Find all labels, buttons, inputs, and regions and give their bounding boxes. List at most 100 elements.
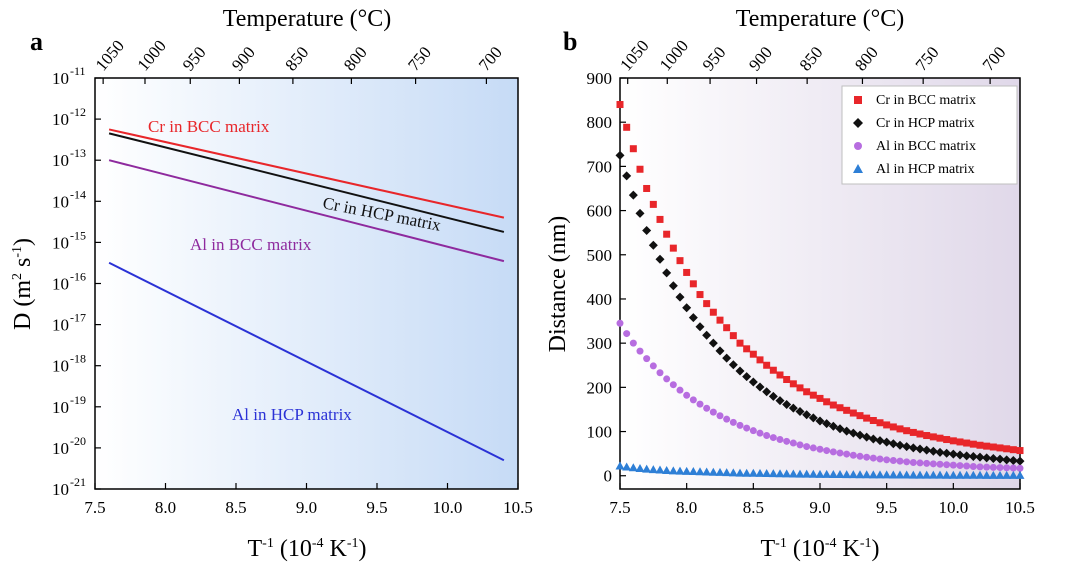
y-tick-label: 700 — [587, 157, 613, 176]
data-point — [702, 467, 712, 476]
data-point — [728, 468, 738, 477]
panel-a-top-axis: 1050 1000 950 900 850 800 750 700 — [92, 36, 506, 84]
data-point — [629, 145, 637, 153]
data-point — [788, 469, 798, 478]
data-point — [842, 426, 852, 436]
series — [615, 150, 1025, 466]
data-point — [883, 456, 891, 464]
data-point — [675, 466, 685, 475]
data-point — [936, 434, 944, 442]
data-point — [922, 470, 932, 479]
data-point — [902, 470, 912, 479]
top-tick-label: 1050 — [616, 36, 652, 74]
y-tick-exponent: -13 — [70, 146, 86, 160]
label-cr-bcc: Cr in BCC matrix — [148, 117, 270, 136]
y-tick-label: 0 — [604, 467, 613, 486]
y-tick-exponent: -21 — [70, 475, 86, 489]
data-point — [929, 460, 937, 468]
data-point — [742, 468, 752, 477]
x-tick-label: 7.5 — [84, 498, 105, 517]
top-tick-label: 750 — [912, 43, 943, 75]
data-point — [816, 394, 824, 402]
top-tick-label: 950 — [179, 43, 210, 75]
x-tick-label: 10.5 — [503, 498, 533, 517]
panel-a-y-axis: 10-1110-1210-1310-1410-1510-1610-1710-18… — [52, 64, 101, 499]
data-point — [995, 454, 1005, 464]
data-point — [962, 470, 972, 479]
data-point — [808, 469, 818, 478]
y-tick-label: 10 — [52, 192, 69, 211]
y-tick-label: 10 — [52, 233, 69, 252]
data-point — [1002, 470, 1012, 479]
top-tick-label: 900 — [745, 43, 776, 75]
data-point — [748, 377, 758, 387]
data-point — [775, 396, 785, 406]
data-point — [802, 410, 812, 420]
data-point — [689, 396, 697, 404]
data-point — [696, 291, 704, 299]
y-tick-label: 10 — [52, 316, 69, 335]
data-point — [615, 150, 625, 160]
data-point — [836, 449, 844, 457]
data-point — [728, 360, 738, 370]
data-point — [815, 416, 825, 426]
data-point — [1002, 455, 1012, 465]
data-point — [763, 432, 771, 440]
data-point — [796, 384, 804, 392]
top-tick-label: 800 — [851, 43, 882, 75]
data-point — [854, 142, 862, 150]
data-point — [802, 469, 812, 478]
data-point — [848, 428, 858, 438]
data-point — [983, 442, 991, 450]
data-point — [935, 447, 945, 457]
data-point — [909, 428, 917, 436]
data-point — [909, 458, 917, 466]
x-tick-label: 8.5 — [743, 498, 764, 517]
y-tick-label: 10 — [52, 151, 69, 170]
y-tick-label: 100 — [587, 423, 613, 442]
data-point — [843, 450, 851, 458]
data-point — [976, 463, 984, 471]
x-tick-label: 9.5 — [366, 498, 387, 517]
data-point — [755, 468, 765, 477]
data-point — [763, 361, 771, 369]
data-point — [828, 469, 838, 478]
panel-b-y-axis: 0 100 200 300 400 500 600 700 800 900 — [587, 69, 626, 486]
y-tick-label: 10 — [52, 275, 69, 294]
data-point — [903, 427, 911, 435]
data-point — [943, 461, 951, 469]
data-point — [623, 330, 631, 338]
panel-b-x-title: T-1 (10-4 K-1) — [760, 536, 879, 562]
data-point — [722, 353, 732, 363]
panel-b-y-title: Distance (nm) — [545, 216, 571, 353]
data-point — [868, 470, 878, 479]
data-point — [982, 470, 992, 479]
data-point — [828, 421, 838, 431]
x-tick-label: 7.5 — [609, 498, 630, 517]
data-point — [643, 355, 651, 363]
data-point — [629, 339, 637, 347]
data-point — [683, 391, 691, 399]
data-point — [743, 345, 751, 353]
data-point — [855, 470, 865, 479]
x-tick-label: 10.0 — [938, 498, 968, 517]
data-point — [668, 281, 678, 291]
panel-b: b 1050 1000 950 900 850 800 750 700 7.5 8.0 8.5 9.… — [545, 6, 1035, 562]
data-point — [762, 469, 772, 478]
data-point — [755, 382, 765, 392]
data-point — [676, 386, 684, 394]
data-point — [856, 412, 864, 420]
y-tick-label: 10 — [52, 357, 69, 376]
data-point — [648, 465, 658, 474]
label-al-hcp: Al in HCP matrix — [232, 405, 352, 424]
data-point — [715, 467, 725, 476]
data-point — [842, 470, 852, 479]
y-tick-exponent: -20 — [70, 434, 86, 448]
data-point — [668, 466, 678, 475]
x-tick-label: 9.0 — [809, 498, 830, 517]
data-point — [642, 225, 652, 235]
y-tick-label: 800 — [587, 113, 613, 132]
data-point — [782, 399, 792, 409]
panel-b-x2-title: Temperature (°C) — [736, 6, 905, 32]
